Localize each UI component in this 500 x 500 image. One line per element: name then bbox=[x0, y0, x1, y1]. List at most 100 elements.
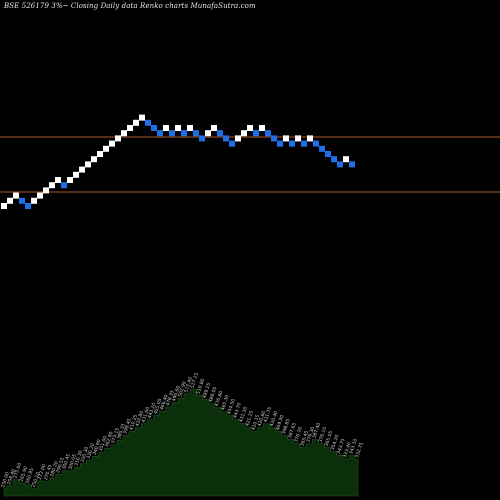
volume-label: 490.60 bbox=[171, 385, 182, 402]
renko-brick bbox=[181, 130, 187, 137]
renko-brick bbox=[223, 135, 229, 142]
volume-label: 499.25 bbox=[202, 382, 213, 399]
volume-label: 351.00 bbox=[98, 435, 109, 452]
renko-brick bbox=[97, 151, 103, 157]
reference-lines bbox=[0, 136, 500, 193]
volume-label: 387.65 bbox=[287, 422, 298, 439]
volume-label: 330.20 bbox=[86, 443, 97, 460]
renko-brick bbox=[79, 166, 85, 173]
volume-label: 410.25 bbox=[128, 414, 139, 431]
renko-brick bbox=[325, 151, 331, 157]
volume-label: 399.45 bbox=[122, 418, 133, 435]
renko-brick bbox=[31, 197, 37, 204]
volume-label: 373.15 bbox=[110, 427, 121, 444]
volume-label: 340.90 bbox=[92, 439, 103, 456]
volume-label: 527.15 bbox=[189, 372, 200, 389]
volume-label: 454.50 bbox=[226, 398, 237, 415]
renko-brick bbox=[49, 182, 55, 189]
renko-brick bbox=[337, 161, 343, 168]
renko-brick bbox=[235, 135, 241, 142]
volume-label: 443.20 bbox=[147, 402, 158, 419]
volume-label: 250.10 bbox=[31, 471, 42, 488]
renko-brick bbox=[103, 145, 109, 152]
volume-label: 343.75 bbox=[336, 438, 347, 455]
chart-title: BSE 526179 3%~ Closing Daily data Renko … bbox=[4, 2, 256, 10]
volume-label: 260.95 bbox=[25, 467, 36, 484]
renko-brick bbox=[85, 161, 91, 168]
volume-label: 280.20 bbox=[49, 460, 60, 477]
renko-brick bbox=[121, 130, 127, 137]
volume-area bbox=[3, 389, 359, 497]
renko-brick bbox=[217, 130, 223, 137]
volume-label: 465.30 bbox=[220, 394, 231, 411]
volume-label: 310.30 bbox=[73, 450, 84, 467]
renko-brick bbox=[55, 177, 61, 183]
renko-brick bbox=[157, 130, 163, 137]
volume-label: 510.80 bbox=[196, 378, 207, 395]
volume-label: 398.85 bbox=[281, 418, 292, 435]
volume-label: 409.50 bbox=[275, 414, 286, 431]
renko-brick bbox=[193, 130, 199, 137]
renko-brick bbox=[19, 197, 25, 204]
volume-label: 420.40 bbox=[269, 410, 280, 427]
renko-brick bbox=[265, 130, 271, 137]
volume-label: 376.30 bbox=[305, 426, 316, 443]
renko-brick bbox=[163, 125, 169, 131]
renko-brick bbox=[91, 156, 97, 163]
renko-brick bbox=[67, 177, 73, 183]
renko-brick bbox=[349, 161, 355, 168]
volume-label: 300.05 bbox=[67, 453, 78, 470]
renko-brick bbox=[25, 203, 31, 209]
renko-brick bbox=[247, 125, 253, 131]
renko-brick bbox=[151, 125, 157, 131]
renko-brick bbox=[187, 125, 193, 131]
volume-label: 250.00 bbox=[0, 471, 11, 488]
renko-brick bbox=[301, 140, 307, 147]
renko-brick bbox=[7, 197, 13, 204]
volume-label: 478.35 bbox=[165, 389, 176, 406]
renko-brick bbox=[241, 130, 247, 137]
volume-label: 420.60 bbox=[257, 410, 268, 427]
renko-brick bbox=[13, 192, 19, 199]
renko-brick bbox=[319, 145, 325, 152]
renko-brick bbox=[169, 130, 175, 137]
renko-brick bbox=[277, 140, 283, 147]
volume-label: 275.60 bbox=[12, 462, 23, 479]
volume-label: 455.05 bbox=[153, 398, 164, 415]
renko-brick bbox=[289, 140, 295, 147]
volume-label: 332.75 bbox=[354, 442, 365, 459]
volume-label: 385.35 bbox=[116, 423, 127, 440]
renko-brick bbox=[127, 125, 133, 131]
renko-brick bbox=[259, 125, 265, 131]
renko-brick bbox=[295, 135, 301, 142]
volume-label: 272.00 bbox=[37, 463, 48, 480]
volume-label: 290.55 bbox=[55, 457, 66, 474]
renko-brick bbox=[313, 140, 319, 147]
volume-label: 270.45 bbox=[43, 464, 54, 481]
volume-label: 387.40 bbox=[311, 422, 322, 439]
volume-label: 320.30 bbox=[80, 446, 91, 463]
volume-labels: 250.00258.40275.60265.90260.95250.10272.… bbox=[0, 372, 365, 488]
renko-brick bbox=[175, 125, 181, 131]
renko-brick bbox=[253, 130, 259, 137]
renko-brick bbox=[199, 135, 205, 142]
volume-label: 515.40 bbox=[183, 376, 194, 393]
volume-label: 258.40 bbox=[6, 468, 17, 485]
renko-brick bbox=[283, 135, 289, 142]
volume-label: 502.90 bbox=[177, 381, 188, 398]
volume-label: 376.10 bbox=[318, 426, 329, 443]
volume-label: 432.30 bbox=[238, 406, 249, 423]
volume-label: 431.75 bbox=[263, 406, 274, 423]
volume-label: 362.90 bbox=[104, 431, 115, 448]
volume-label: 333.40 bbox=[342, 441, 353, 458]
renko-brick bbox=[229, 140, 235, 147]
volume-label: 365.05 bbox=[324, 430, 335, 447]
renko-brick bbox=[115, 135, 121, 142]
renko-brick bbox=[139, 114, 145, 121]
volume-label: 265.90 bbox=[19, 466, 30, 483]
renko-brick bbox=[331, 156, 337, 163]
volume-label: 343.10 bbox=[348, 438, 359, 455]
renko-brick bbox=[43, 187, 49, 194]
volume-label: 466.40 bbox=[159, 394, 170, 411]
